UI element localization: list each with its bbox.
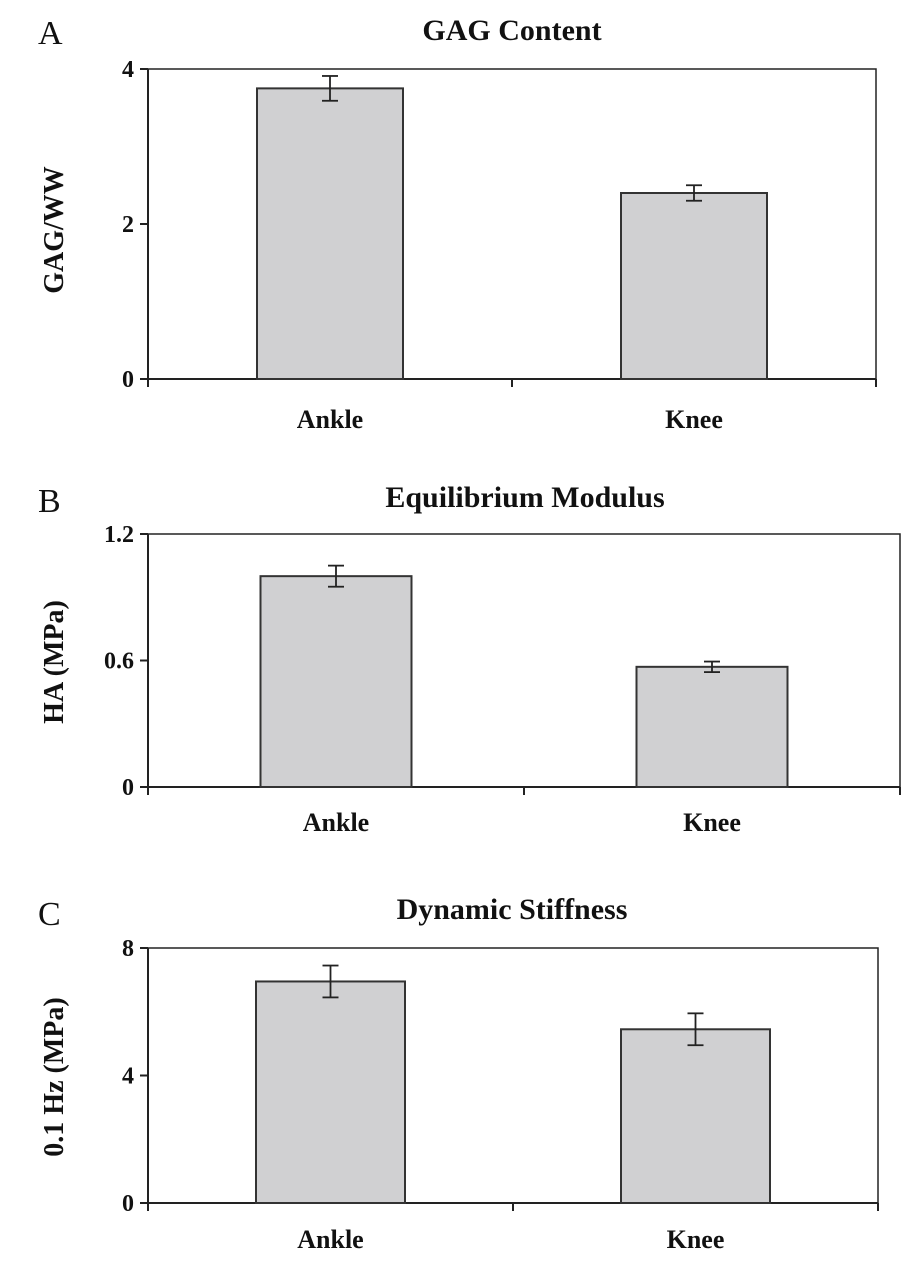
- chart-title-c: Dynamic Stiffness: [397, 893, 628, 926]
- plot-b: 0 0.6 1.2 Ankle Knee: [104, 522, 901, 837]
- y-tick-label: 4: [122, 1064, 134, 1090]
- bar-ankle: [256, 87, 404, 380]
- x-category-label-knee: Knee: [683, 808, 741, 837]
- y-tick-label: 4: [122, 57, 134, 83]
- error-bar-ankle: [328, 564, 344, 588]
- y-tick-label: 0: [122, 775, 134, 801]
- x-category-label-ankle: Ankle: [297, 405, 363, 434]
- y-tick-label: 8: [122, 936, 134, 962]
- panel-a: A GAG Content GAG/WW 0 2 4 Ankle Knee: [38, 14, 877, 434]
- x-category-label-ankle: Ankle: [303, 808, 369, 837]
- error-bar-knee: [687, 1012, 704, 1047]
- error-bar-ankle: [322, 964, 339, 999]
- y-tick-label: 0.6: [104, 649, 134, 675]
- panel-letter-a: A: [38, 15, 63, 52]
- panel-b: B Equilibrium Modulus HA (MPa) 0 0.6 1.2 An…: [38, 481, 901, 837]
- bar-ankle: [255, 980, 406, 1204]
- x-category-label-ankle: Ankle: [297, 1225, 363, 1254]
- bar-knee: [620, 1028, 771, 1204]
- error-bar-knee: [686, 184, 702, 202]
- y-tick-label: 0: [122, 367, 134, 393]
- y-tick-label: 1.2: [104, 522, 134, 548]
- bar-ankle: [259, 575, 413, 789]
- plot-c: 0 4 8 Ankle Knee: [122, 936, 879, 1254]
- y-axis-label-c: 0.1 Hz (MPa): [39, 997, 70, 1156]
- y-axis-label-b: HA (MPa): [39, 600, 70, 724]
- plot-a: 0 2 4 Ankle Knee: [122, 57, 877, 434]
- bar-knee: [620, 192, 768, 380]
- x-category-label-knee: Knee: [665, 405, 723, 434]
- error-bar-knee: [704, 660, 720, 673]
- y-tick-label: 2: [122, 212, 134, 238]
- chart-title-a: GAG Content: [422, 14, 601, 47]
- x-category-label-knee: Knee: [667, 1225, 725, 1254]
- panel-letter-c: C: [38, 896, 61, 933]
- panel-letter-b: B: [38, 483, 61, 520]
- error-bar-ankle: [322, 75, 338, 102]
- chart-title-b: Equilibrium Modulus: [385, 481, 664, 514]
- y-axis-label-a: GAG/WW: [39, 166, 70, 294]
- panel-c: C Dynamic Stiffness 0.1 Hz (MPa) 0 4 8 Ankl…: [38, 893, 879, 1254]
- y-tick-label: 0: [122, 1191, 134, 1217]
- bar-knee: [635, 665, 789, 789]
